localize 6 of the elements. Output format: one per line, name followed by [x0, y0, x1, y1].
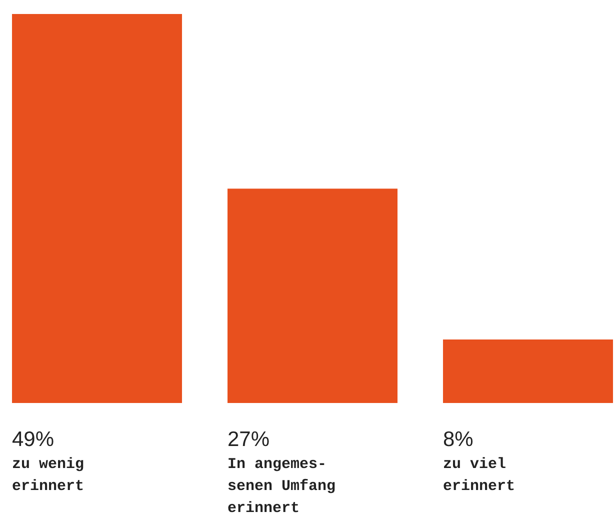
- data-label: 27%: [228, 428, 270, 451]
- x-tick-label: zu viel erinnert: [443, 456, 516, 495]
- x-tick-label: zu wenig erinnert: [12, 456, 84, 495]
- x-tick-label: In angemes- senen Umfang erinnert: [228, 456, 336, 517]
- data-label: 49%: [12, 428, 54, 451]
- data-label: 8%: [443, 428, 474, 451]
